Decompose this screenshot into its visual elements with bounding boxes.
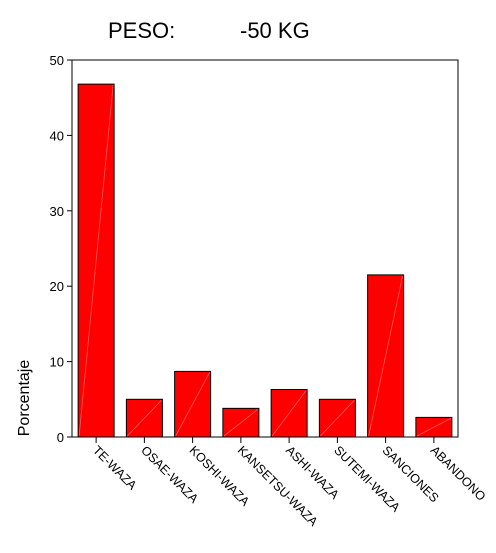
y-axis-label: Porcentaje [16,360,33,437]
bar-highlight [78,85,114,437]
y-tick-label: 30 [50,204,64,219]
bar-highlight [368,275,404,437]
chart-title-value: -50 KG [240,18,310,43]
y-tick-label: 50 [50,53,64,68]
x-tick-label: KANSETSU-WAZA [235,443,321,529]
y-tick-label: 10 [50,355,64,370]
plot-frame [71,59,459,438]
y-tick-label: 0 [57,430,64,445]
bar-highlight [320,400,355,437]
y-tick-label: 20 [50,279,64,294]
bar-highlight [127,400,162,437]
bar-highlight [223,409,259,437]
y-tick-label: 40 [50,128,64,143]
bar-highlight [271,390,307,437]
x-tick-label: TE-WAZA [90,443,140,493]
bar-highlight [175,372,210,437]
bar-highlight [416,418,452,437]
chart-title-label: PESO: [108,18,175,43]
plot-area: 01020304050TE-WAZAOSAE-WAZAKOSHI-WAZAKAN… [50,53,489,529]
